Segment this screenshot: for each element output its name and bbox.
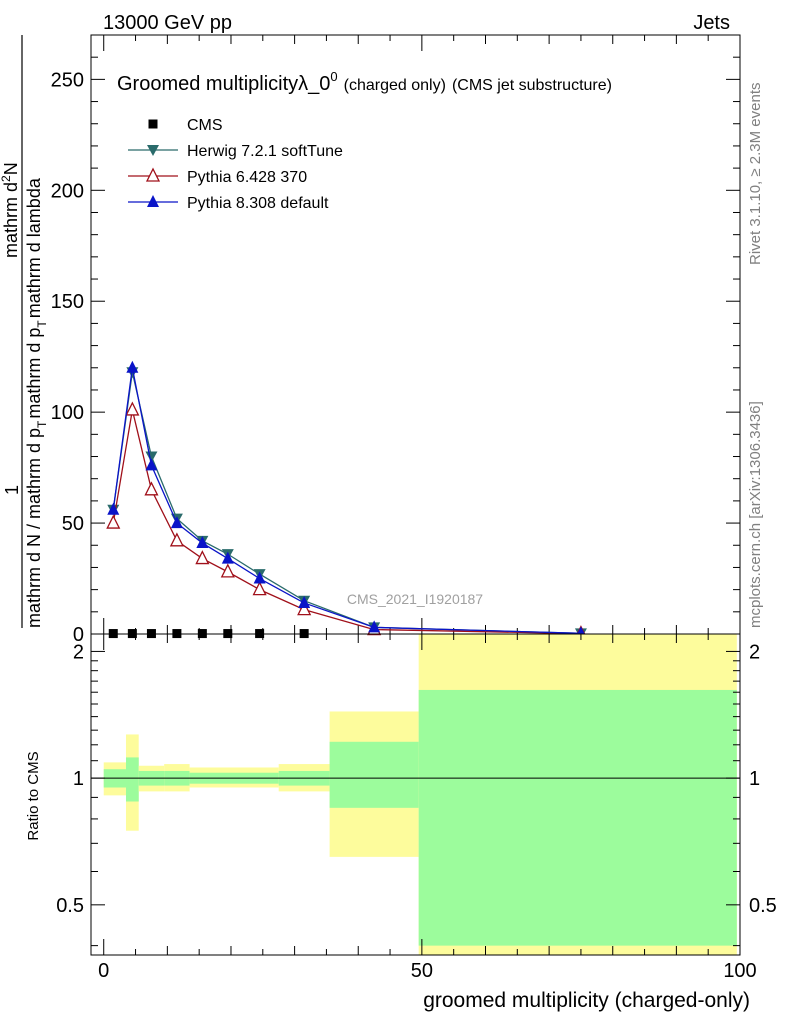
pythia6-data-point xyxy=(144,481,159,496)
ratio-y-axis: 0.5 0.5 1 1 2 2 xyxy=(56,641,777,947)
series-line xyxy=(112,409,581,635)
header-jets-label: Jets xyxy=(693,12,730,34)
legend-label: Pythia 6.428 370 xyxy=(187,169,307,186)
legend-label: Herwig 7.2.1 softTune xyxy=(187,143,343,160)
ratio-uncertainty-bands xyxy=(103,634,737,955)
ratio-y-tick-label-right: 0.5 xyxy=(749,895,777,917)
y-label-denominator-text: mathrm d N / mathrm d p xyxy=(24,428,44,628)
series-line xyxy=(112,367,581,634)
legend-entry-0: CMS xyxy=(148,117,223,134)
legend-label: CMS xyxy=(187,117,223,134)
herwig-data-point xyxy=(145,451,158,463)
main-y-axis: 0 50 100 150 200 250 xyxy=(51,34,740,646)
header-energy-label: 13000 GeV pp xyxy=(103,12,232,34)
main-plot-panel: 0 50 100 150 200 250 xyxy=(51,34,741,646)
main-y-axis-label: mathrm d N / mathrm d pTmathrm d pTmathr… xyxy=(24,177,49,628)
analysis-watermark: CMS_2021_I1920187 xyxy=(347,591,483,607)
pythia6-data-point xyxy=(169,532,184,547)
legend-entry-3: Pythia 8.308 default xyxy=(128,195,329,212)
y-label-numerator: 1 xyxy=(2,485,22,495)
ratio-y-tick-label-left: 2 xyxy=(73,641,84,663)
chart-title-cms: (CMS jet substructure) xyxy=(452,77,612,94)
ratio-plot-frame xyxy=(90,633,741,956)
rivet-version-label: Rivet 3.1.10, ≥ 2.3M events xyxy=(747,83,764,266)
main-y-tick-label: 200 xyxy=(51,180,84,202)
y-label-d2n-sup: 2 xyxy=(0,175,13,182)
herwig-data-point xyxy=(147,145,159,156)
x-axis-label: groomed multiplicity (charged-only) xyxy=(423,989,750,1012)
y-label-d2n-end: N xyxy=(1,162,21,175)
ratio-y-tick-label-right: 2 xyxy=(749,641,760,663)
pythia8-data-point xyxy=(368,620,381,633)
pythia8-data-point xyxy=(196,536,209,549)
y-label-sub-2: T xyxy=(35,320,49,328)
main-x-axis-ticks xyxy=(103,35,741,634)
pythia8-data-point xyxy=(253,571,266,584)
mcplots-label: mcplots.cern.ch [arXiv:1306.3436] xyxy=(747,401,764,628)
legend-entry-2: Pythia 6.428 370 xyxy=(128,167,307,186)
y-label-sub-1: T xyxy=(35,420,49,428)
pythia6-data-point xyxy=(145,167,161,182)
ratio-y-tick-label-left: 1 xyxy=(73,768,84,790)
pythia6-data-point xyxy=(106,514,121,529)
ratio-band-inner xyxy=(125,757,139,802)
main-y-tick-label: 50 xyxy=(62,513,84,535)
legend: CMS Herwig 7.2.1 softTune Pythia 6.428 370… xyxy=(128,117,343,212)
pythia8-data-point xyxy=(126,360,139,373)
main-y-tick-label: 150 xyxy=(51,291,84,313)
x-tick-label: 0 xyxy=(98,960,109,982)
pythia8-data-point xyxy=(298,595,311,608)
chart-title-main: Groomed multiplicityλ_0 xyxy=(117,73,330,95)
main-y-tick-label: 250 xyxy=(51,69,84,91)
y-label-right-fraction: mathrm d2N xyxy=(0,162,21,258)
cms-data-point xyxy=(148,119,158,129)
pythia8-data-point xyxy=(221,551,234,564)
ratio-y-tick-label-left: 0.5 xyxy=(56,895,84,917)
y-label-d2n: mathrm d2N xyxy=(0,162,21,258)
pythia6-data-point xyxy=(195,550,210,565)
main-y-tick-label: 100 xyxy=(51,402,84,424)
pythia8-data-point xyxy=(147,195,159,207)
pythia6-data-point xyxy=(125,401,140,416)
chart-title-superscript: 0 xyxy=(330,69,337,84)
chart-title: Groomed multiplicityλ_00 (charged only) (C… xyxy=(117,69,612,95)
x-tick-label: 50 xyxy=(411,960,433,982)
y-label-denominator-rest: mathrm d p xyxy=(24,328,44,419)
pythia8-data-point xyxy=(145,458,158,471)
pythia8-data-point xyxy=(170,516,183,529)
pythia8-data-point xyxy=(107,502,120,515)
ratio-x-axis: 0 50 100 xyxy=(98,634,757,982)
legend-entry-1: Herwig 7.2.1 softTune xyxy=(128,143,343,160)
y-label-d2n-text: mathrm d xyxy=(1,182,21,258)
main-y-tick-label: 0 xyxy=(73,624,84,646)
pythia6-data-point xyxy=(297,601,312,616)
pythia6-data-point xyxy=(220,563,235,578)
ratio-y-axis-label: Ratio to CMS xyxy=(25,751,42,840)
y-label-denominator: mathrm d N / mathrm d pTmathrm d pTmathr… xyxy=(24,177,49,628)
main-series-group xyxy=(106,360,588,640)
ratio-plot-panel: 0.5 0.5 1 1 2 2 0 50 100 xyxy=(56,633,777,982)
x-tick-label: 100 xyxy=(723,960,756,982)
ratio-y-tick-label-right: 1 xyxy=(749,768,760,790)
y-label-denominator-end: mathrm d lambda xyxy=(24,177,44,318)
legend-label: Pythia 8.308 default xyxy=(187,195,329,212)
ratio-band-inner xyxy=(418,689,737,946)
chart-title-charged: (charged only) xyxy=(344,77,446,94)
pythia6-data-point xyxy=(252,581,267,596)
ratio-band-inner xyxy=(329,741,419,808)
